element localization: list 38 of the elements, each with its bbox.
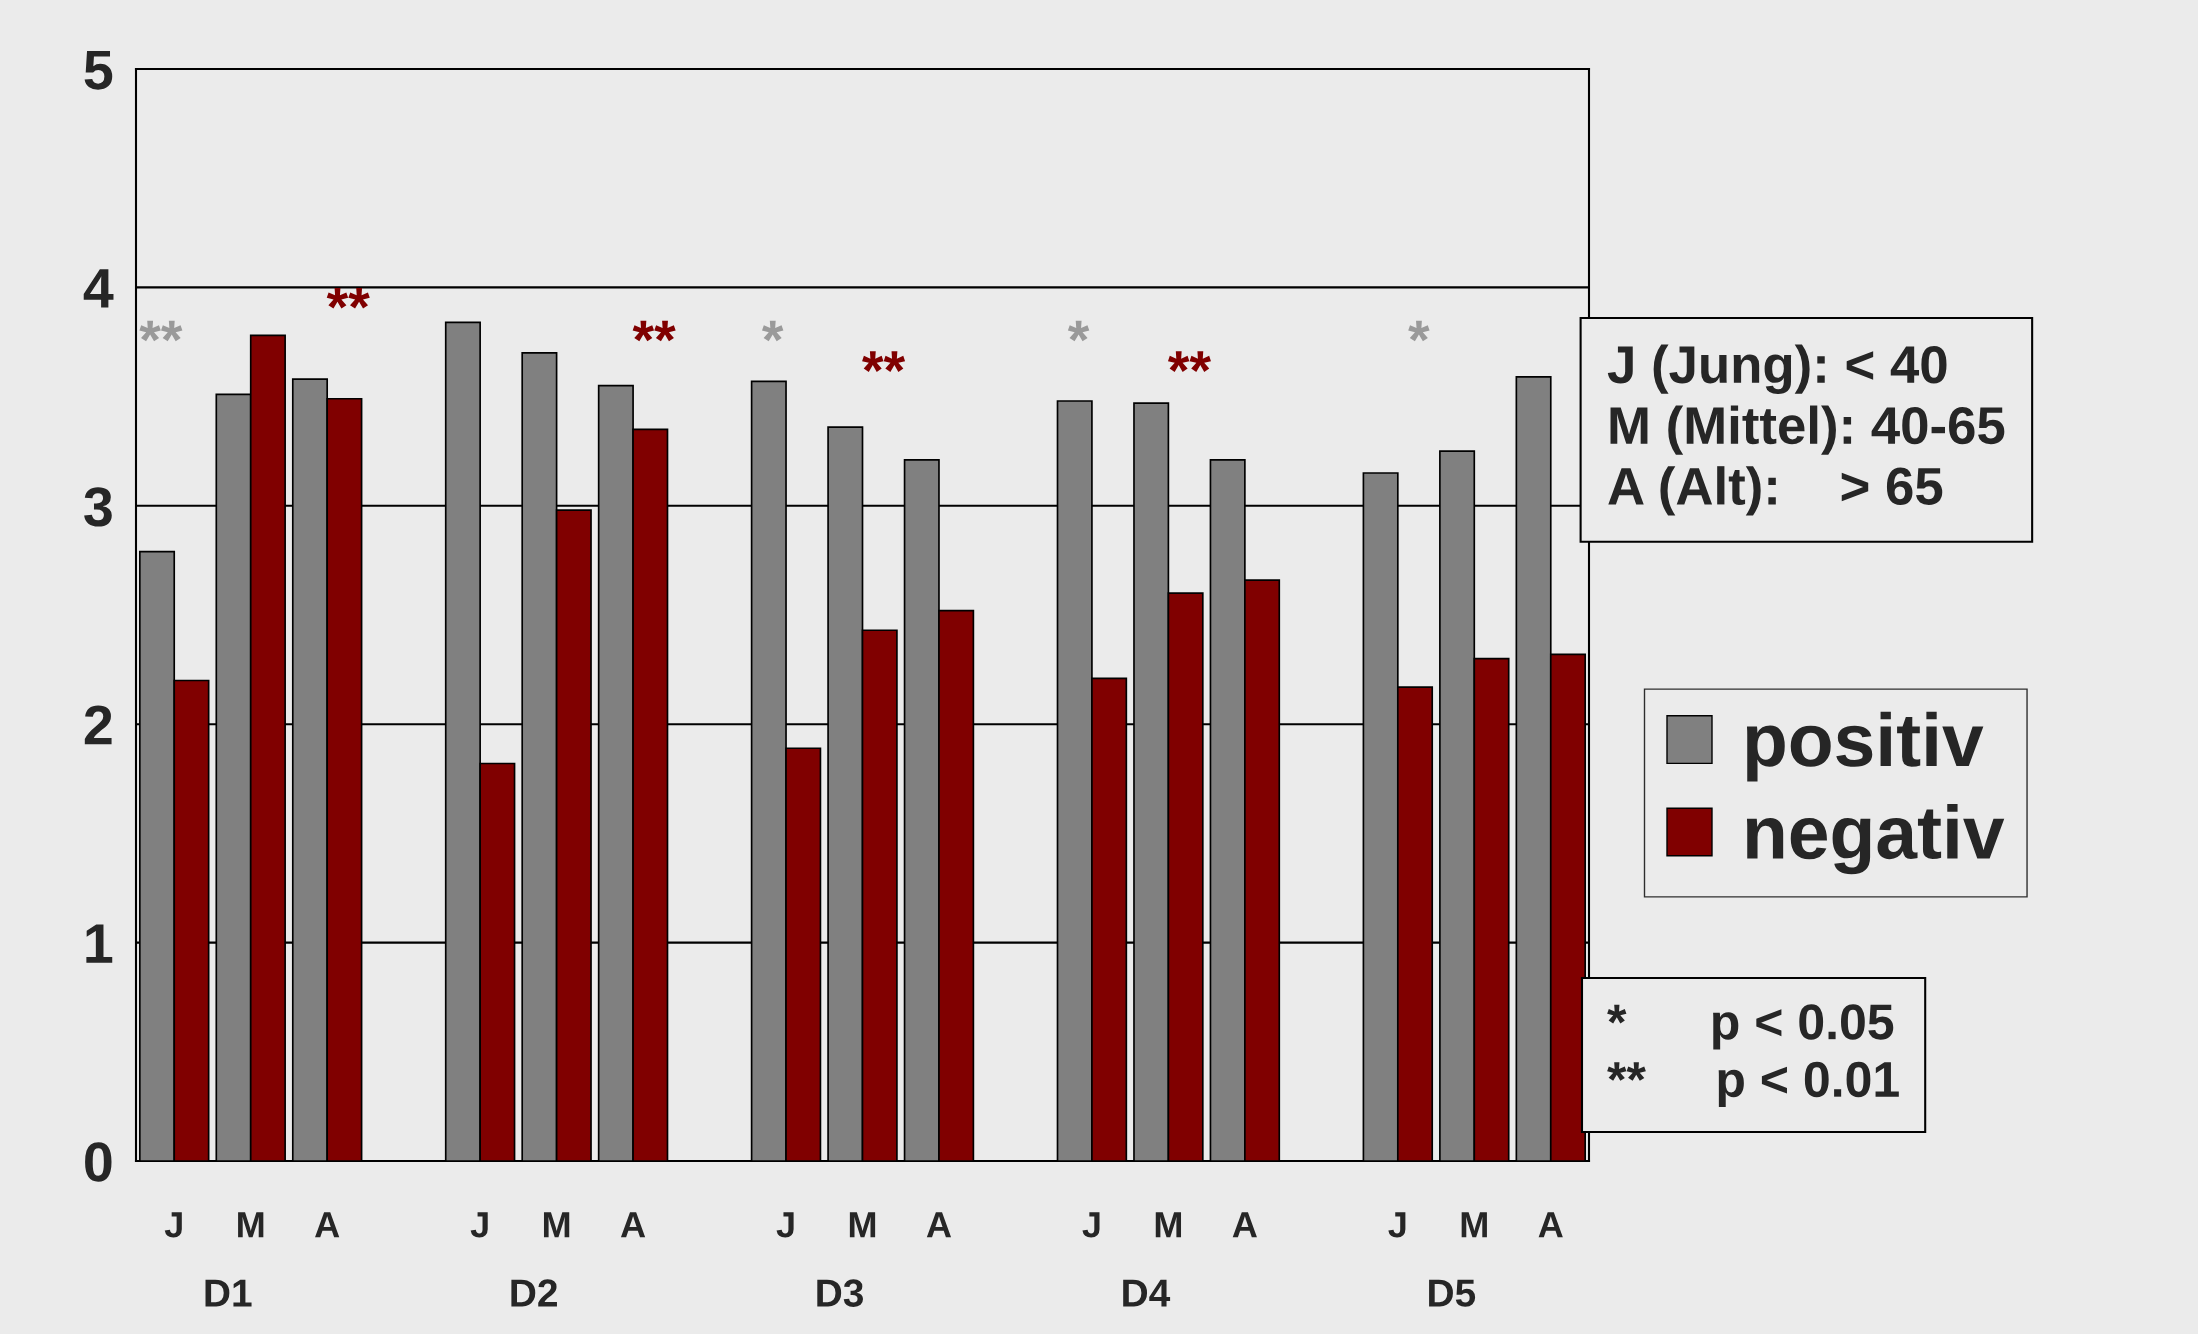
text: D4 — [1123, 1279, 1171, 1307]
x-tick-label: A — [926, 1212, 952, 1238]
x-tick-label: A — [1538, 1212, 1563, 1238]
y-tick-label: 3 — [84, 487, 112, 527]
text: J (Jung): < 40 M (Mittel): 40-65 A (Alt): > 65 — [1607, 344, 2005, 516]
x-tick-label: J — [470, 1212, 488, 1238]
x-tick-label: J — [164, 1212, 182, 1238]
y-tick-label: 1 — [86, 924, 113, 963]
annotation: ** — [1167, 351, 1211, 372]
x-tick-label: J — [776, 1212, 794, 1238]
legend-label: positiv — [1746, 711, 1984, 782]
annotation: * — [1408, 320, 1430, 342]
x-tick-label: J — [1082, 1212, 1100, 1238]
y-tick-label: 4 — [83, 269, 114, 308]
x-tick-label: A — [620, 1212, 646, 1238]
x-tick-label: A — [315, 1212, 340, 1238]
text: D1 — [205, 1279, 252, 1307]
x-tick-label: M — [849, 1212, 876, 1238]
annotation: ** — [139, 320, 183, 342]
text: D5 — [1429, 1279, 1476, 1307]
y-tick-label: 5 — [84, 50, 113, 90]
x-tick-label: M — [1461, 1212, 1487, 1238]
text: D3 — [817, 1279, 864, 1307]
text: D2 — [511, 1279, 557, 1307]
y-tick-label: 0 — [85, 1142, 112, 1182]
x-tick-label: A — [1232, 1212, 1257, 1238]
x-tick-label: J — [1388, 1212, 1406, 1238]
annotation: * — [1067, 320, 1090, 342]
y-tick-label: 2 — [84, 705, 112, 745]
x-tick-label: M — [238, 1212, 264, 1238]
text: * p < 0.05 ** p < 0.01 — [1607, 1004, 1899, 1108]
annotation: ** — [632, 320, 676, 342]
annotation: ** — [862, 351, 906, 372]
legend-label: negativ — [1746, 804, 2005, 875]
annotation: ** — [326, 287, 370, 309]
x-tick-label: M — [1155, 1212, 1182, 1238]
x-tick-label: M — [543, 1212, 570, 1238]
annotation: * — [762, 320, 784, 342]
